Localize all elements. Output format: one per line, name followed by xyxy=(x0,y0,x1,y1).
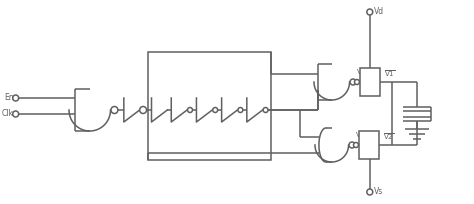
Text: V1: V1 xyxy=(357,69,366,75)
Circle shape xyxy=(367,189,373,195)
Text: Vd: Vd xyxy=(374,8,384,17)
Bar xyxy=(359,131,379,159)
Text: $\overline{\rm V1}$: $\overline{\rm V1}$ xyxy=(383,69,395,79)
Circle shape xyxy=(188,108,192,112)
Text: Clk: Clk xyxy=(2,110,14,119)
Text: En: En xyxy=(4,93,14,102)
Circle shape xyxy=(367,9,373,15)
Circle shape xyxy=(238,108,243,112)
Circle shape xyxy=(349,142,355,148)
Bar xyxy=(147,52,271,160)
Circle shape xyxy=(140,106,146,113)
Circle shape xyxy=(13,111,18,117)
Circle shape xyxy=(13,95,18,101)
Text: V2: V2 xyxy=(356,132,365,138)
Bar xyxy=(360,68,380,96)
Circle shape xyxy=(354,143,358,147)
Circle shape xyxy=(213,108,218,112)
Text: Vs: Vs xyxy=(374,187,383,196)
Circle shape xyxy=(355,80,359,84)
Circle shape xyxy=(263,108,268,112)
Circle shape xyxy=(350,79,356,85)
Text: $\overline{\rm V2}$: $\overline{\rm V2}$ xyxy=(383,132,394,142)
Circle shape xyxy=(111,106,118,113)
